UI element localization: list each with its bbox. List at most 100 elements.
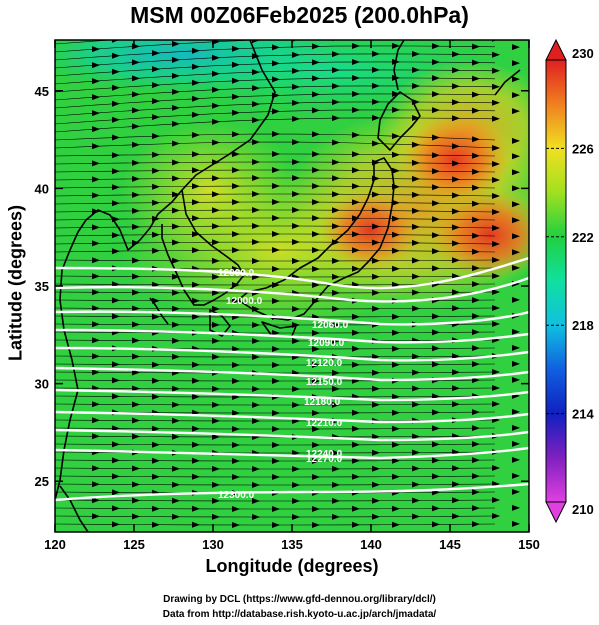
wind-arrow xyxy=(252,239,260,245)
wind-arrow xyxy=(352,151,360,158)
wind-arrow xyxy=(432,457,440,464)
wind-arrow xyxy=(472,216,480,223)
wind-arrow xyxy=(252,338,260,344)
wind-arrow xyxy=(352,199,360,206)
wind-arrow xyxy=(192,441,200,448)
wind-arrow xyxy=(312,474,320,480)
wind-arrow xyxy=(512,440,520,447)
contour-line xyxy=(55,276,529,303)
streamline xyxy=(55,53,496,69)
wind-arrow xyxy=(212,70,220,77)
wind-arrow xyxy=(272,266,280,272)
wind-arrow xyxy=(212,433,220,440)
wind-arrow xyxy=(92,126,100,133)
wind-arrow xyxy=(232,215,240,222)
wind-arrow xyxy=(492,161,500,167)
wind-arrow xyxy=(312,167,320,174)
contour-line xyxy=(55,366,529,382)
wind-arrow xyxy=(392,27,400,33)
wind-arrow xyxy=(432,345,440,352)
wind-arrow xyxy=(252,175,260,181)
wind-arrow xyxy=(292,67,300,74)
wind-arrow xyxy=(192,231,200,238)
wind-arrow xyxy=(232,151,240,158)
wind-arrow xyxy=(372,207,380,214)
wind-arrow xyxy=(492,83,500,90)
streamline xyxy=(55,339,496,342)
wind-arrow xyxy=(112,200,120,207)
wind-arrow xyxy=(472,75,480,82)
wind-arrow xyxy=(252,258,260,264)
streamline xyxy=(55,85,496,101)
wind-arrow xyxy=(292,191,300,197)
contour-line xyxy=(55,482,529,502)
wind-arrow xyxy=(132,465,140,472)
wind-arrow xyxy=(112,377,120,384)
wind-arrow xyxy=(132,369,140,376)
wind-arrow xyxy=(432,473,440,480)
wind-arrow xyxy=(212,175,220,182)
wind-arrow xyxy=(132,337,140,344)
wind-arrow xyxy=(172,321,180,328)
contour-label: 12240.0 xyxy=(306,449,343,460)
wind-arrow xyxy=(432,248,440,255)
wind-arrow xyxy=(472,59,480,66)
streamline xyxy=(55,40,269,53)
wind-arrow xyxy=(92,497,100,504)
wind-arrow xyxy=(192,183,200,190)
colorbar-max-arrow xyxy=(545,38,567,61)
wind-arrow xyxy=(232,362,240,368)
wind-arrow xyxy=(172,401,180,408)
wind-arrow xyxy=(192,215,200,222)
wind-arrow xyxy=(192,111,200,118)
contour-line xyxy=(55,328,529,344)
wind-arrow xyxy=(352,521,360,528)
wind-arrow xyxy=(232,442,240,448)
wind-arrow xyxy=(252,139,260,146)
korea-coastline xyxy=(161,189,245,306)
wind-arrow xyxy=(212,223,220,230)
wind-arrow xyxy=(432,59,440,66)
wind-arrow xyxy=(432,43,440,50)
wind-arrow xyxy=(312,346,320,352)
wind-arrow xyxy=(452,401,460,408)
wind-arrow xyxy=(452,257,460,264)
wind-arrow xyxy=(432,134,440,141)
wind-arrow xyxy=(232,458,240,464)
wind-arrow xyxy=(452,369,460,376)
wind-arrow xyxy=(232,378,240,384)
wind-arrow xyxy=(452,67,460,74)
wind-arrow xyxy=(392,345,400,352)
wind-arrow xyxy=(432,393,440,400)
lat-tick-label: 30 xyxy=(35,377,49,392)
wind-arrow xyxy=(172,88,180,95)
wind-arrow xyxy=(352,457,360,464)
wind-arrow xyxy=(312,107,320,114)
wind-arrow xyxy=(352,132,360,138)
wind-arrow xyxy=(212,401,220,408)
wind-arrow xyxy=(432,216,440,223)
wind-arrow xyxy=(152,377,160,384)
wind-arrow xyxy=(372,385,380,392)
wind-arrow xyxy=(332,513,340,520)
wind-arrow xyxy=(332,191,340,198)
wind-arrow xyxy=(352,215,360,222)
wind-arrow xyxy=(212,191,220,198)
wind-arrow xyxy=(112,505,120,512)
wind-arrow xyxy=(312,183,320,190)
wind-arrow xyxy=(512,360,520,367)
wind-arrow xyxy=(472,489,480,496)
wind-arrow xyxy=(152,457,160,464)
wind-arrow xyxy=(332,223,340,230)
wind-arrow xyxy=(312,91,320,98)
credit-drawing: Drawing by DCL (https://www.gfd-dennou.o… xyxy=(163,594,436,605)
wind-arrow xyxy=(332,115,340,122)
wind-arrow xyxy=(272,151,280,157)
wind-arrow xyxy=(332,51,340,58)
wind-arrow xyxy=(372,239,380,246)
wind-arrow xyxy=(392,313,400,320)
wind-arrow xyxy=(272,199,280,205)
wind-arrow xyxy=(172,72,180,79)
wind-arrow xyxy=(292,514,300,520)
wind-arrow xyxy=(412,223,420,230)
